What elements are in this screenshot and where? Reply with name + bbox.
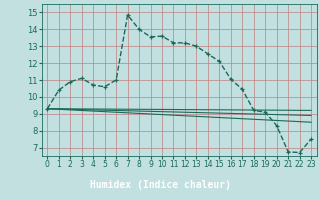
Text: Humidex (Indice chaleur): Humidex (Indice chaleur) — [90, 180, 230, 190]
